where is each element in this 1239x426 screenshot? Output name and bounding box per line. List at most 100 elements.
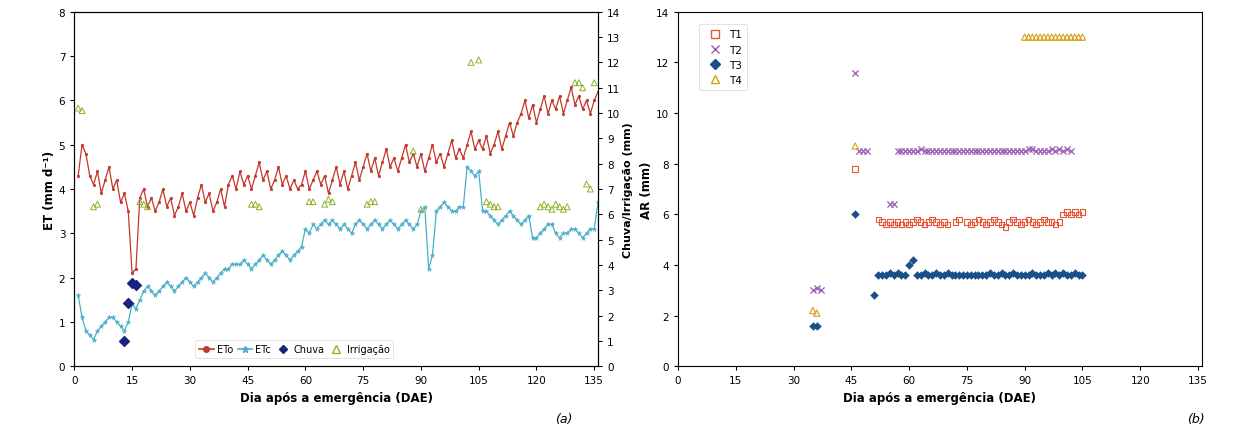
Point: [991, 222, 1011, 228]
Point: [1000, 148, 1020, 155]
Point: [1015, 35, 1035, 41]
Point: [914, 222, 934, 228]
Point: [807, 285, 826, 291]
Point: [585, 80, 605, 87]
Point: [883, 201, 903, 208]
Point: [869, 272, 888, 279]
Point: [938, 222, 958, 228]
Point: [1018, 272, 1038, 279]
Point: [1049, 219, 1069, 226]
Point: [1030, 219, 1049, 226]
Point: [1004, 148, 1023, 155]
Point: [872, 272, 892, 279]
Point: [903, 257, 923, 264]
Point: [1011, 272, 1031, 279]
Point: [973, 272, 992, 279]
Point: [1042, 219, 1062, 226]
Point: [1049, 146, 1069, 153]
Point: [1000, 219, 1020, 226]
Legend: T1, T2, T3, T4: T1, T2, T3, T4: [699, 25, 747, 91]
Point: [984, 216, 1004, 223]
Point: [554, 206, 574, 213]
Point: [880, 270, 900, 276]
Point: [880, 201, 900, 208]
Point: [973, 148, 992, 155]
Point: [576, 181, 596, 188]
Point: [991, 270, 1011, 276]
Point: [580, 186, 600, 193]
Point: [1004, 216, 1023, 223]
Point: [980, 270, 1000, 276]
Point: [114, 338, 134, 345]
Point: [1011, 148, 1031, 155]
Point: [138, 204, 157, 210]
Y-axis label: ET (mm d⁻¹): ET (mm d⁻¹): [43, 150, 56, 229]
Point: [1069, 211, 1089, 218]
Point: [957, 148, 976, 155]
Point: [546, 201, 566, 208]
Point: [1007, 219, 1027, 226]
Point: [987, 272, 1007, 279]
X-axis label: Dia após a emergência (DAE): Dia após a emergência (DAE): [239, 391, 432, 404]
Point: [969, 216, 989, 223]
X-axis label: Dia após a emergência (DAE): Dia após a emergência (DAE): [844, 391, 1037, 404]
Point: [1007, 148, 1027, 155]
Text: (b): (b): [1187, 412, 1204, 425]
Point: [961, 222, 981, 228]
Point: [1053, 35, 1073, 41]
Point: [845, 211, 865, 218]
Point: [411, 206, 431, 213]
Point: [845, 166, 865, 173]
Point: [88, 201, 108, 208]
Point: [907, 272, 927, 279]
Point: [123, 279, 142, 286]
Point: [934, 148, 954, 155]
Point: [892, 148, 912, 155]
Point: [880, 219, 900, 226]
Point: [1061, 148, 1080, 155]
Point: [481, 201, 501, 208]
Point: [965, 219, 985, 226]
Point: [976, 148, 996, 155]
Point: [1015, 148, 1035, 155]
Point: [1026, 272, 1046, 279]
Point: [1035, 216, 1054, 223]
Point: [857, 148, 877, 155]
Point: [1069, 35, 1089, 41]
Legend: ETo, ETc, Chuva, Irrigação: ETo, ETc, Chuva, Irrigação: [196, 340, 394, 358]
Point: [534, 201, 554, 208]
Point: [1038, 148, 1058, 155]
Point: [961, 148, 981, 155]
Point: [1053, 211, 1073, 218]
Point: [1038, 270, 1058, 276]
Point: [887, 219, 907, 226]
Point: [322, 199, 342, 206]
Point: [1046, 148, 1066, 155]
Point: [976, 222, 996, 228]
Point: [1030, 35, 1049, 41]
Point: [807, 310, 826, 317]
Point: [130, 199, 150, 206]
Point: [68, 105, 88, 112]
Point: [72, 108, 92, 115]
Point: [488, 204, 508, 210]
Y-axis label: Chuva/Irrigação (mm): Chuva/Irrigação (mm): [623, 122, 633, 257]
Point: [927, 219, 947, 226]
Point: [1064, 270, 1084, 276]
Point: [914, 270, 934, 276]
Point: [84, 204, 104, 210]
Point: [1000, 272, 1020, 279]
Point: [942, 148, 961, 155]
Point: [1073, 209, 1093, 216]
Point: [892, 272, 912, 279]
Point: [949, 272, 969, 279]
Point: [119, 300, 139, 307]
Point: [927, 270, 947, 276]
Point: [1030, 148, 1049, 155]
Point: [984, 148, 1004, 155]
Point: [304, 199, 323, 206]
Point: [541, 206, 561, 213]
Point: [907, 216, 927, 223]
Point: [1022, 35, 1042, 41]
Point: [1015, 219, 1035, 226]
